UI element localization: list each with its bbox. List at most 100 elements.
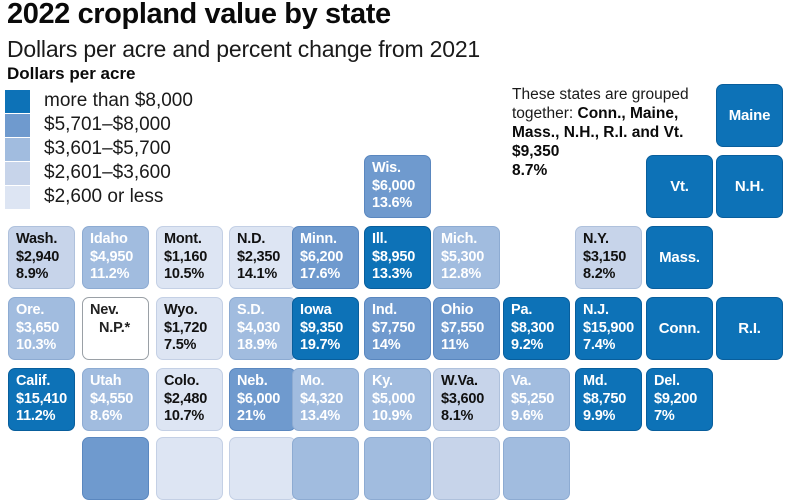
legend-label: $2,601–$3,600 [44, 162, 171, 183]
state-pct-change: 18.9% [237, 337, 278, 353]
state-value: $6,200 [300, 248, 344, 265]
state-pct-change: 11.2% [16, 408, 56, 424]
state-name: Minn. [300, 231, 337, 247]
grouped-states-value: $9,350 [512, 143, 560, 160]
state-name: Ky. [372, 373, 393, 389]
state-tile-nj: N.J. $15,900 7.4% [575, 297, 642, 360]
legend-label: $3,601–$5,700 [44, 138, 171, 159]
state-tile-mont: Mont. $1,160 10.5% [156, 226, 223, 289]
state-name: Nev. [90, 302, 119, 318]
state-tile-pa: Pa. $8,300 9.2% [503, 297, 570, 360]
state-tile-partial-col1 [82, 437, 149, 500]
state-tile-utah: Utah $4,550 8.6% [82, 368, 149, 431]
note-line-2: together: Conn., Maine, [512, 105, 679, 122]
grouped-states-note: These states are grouped together: Conn.… [512, 85, 722, 180]
state-tile-partial-col7 [503, 437, 570, 500]
state-tile-partial-col3 [229, 437, 296, 500]
state-name: Mich. [441, 231, 478, 247]
state-value: $1,720 [164, 319, 208, 336]
state-pct-change: 13.6% [372, 195, 413, 211]
state-name: N.Y. [583, 231, 609, 247]
legend-swatch [5, 161, 30, 185]
cropland-value-infographic: 2022 cropland value by state Dollars per… [5, 0, 783, 500]
state-value: $15,410 [16, 390, 68, 407]
state-pct-change: 8.1% [441, 408, 474, 424]
note-line-1: These states are grouped [512, 86, 689, 103]
state-value: $8,300 [511, 319, 555, 336]
state-tile-ky: Ky. $5,000 10.9% [364, 368, 431, 431]
state-name: Colo. [164, 373, 200, 389]
state-tile-wyo: Wyo. $1,720 7.5% [156, 297, 223, 360]
legend-row: $2,600 or less [5, 185, 193, 209]
legend-label: $5,701–$8,000 [44, 114, 171, 135]
state-name: R.I. [738, 319, 761, 337]
chart-title: 2022 cropland value by state [7, 0, 391, 30]
state-pct-change: 9.2% [511, 337, 544, 353]
state-value: $6,000 [237, 390, 281, 407]
chart-subtitle: Dollars per acre and percent change from… [7, 36, 481, 62]
state-pct-change: 17.6% [300, 266, 341, 282]
state-name: N.J. [583, 302, 609, 318]
state-tile-vt: Vt. [646, 155, 713, 218]
state-tile-neb: Neb. $6,000 21% [229, 368, 296, 431]
grouped-states-pct: 8.7% [512, 162, 548, 179]
state-pct-change: 7.5% [164, 337, 197, 353]
state-value: $4,950 [90, 248, 134, 265]
legend-swatch [5, 89, 30, 113]
state-value: $2,940 [16, 248, 60, 265]
state-tile-wis: Wis. $6,000 13.6% [364, 155, 431, 218]
state-name: Vt. [670, 177, 689, 195]
state-tile-sd: S.D. $4,030 18.9% [229, 297, 296, 360]
state-value: $15,900 [583, 319, 635, 336]
state-name: Idaho [90, 231, 128, 247]
state-pct-change: 21% [237, 408, 266, 424]
state-value: $4,550 [90, 390, 134, 407]
state-name: Ore. [16, 302, 45, 318]
state-pct-change: 11% [441, 337, 469, 353]
state-value: $9,350 [300, 319, 344, 336]
state-tile-partial-col4 [292, 437, 359, 500]
state-pct-change: 9.6% [511, 408, 544, 424]
state-tile-md: Md. $8,750 9.9% [575, 368, 642, 431]
state-value: $8,750 [583, 390, 627, 407]
state-name: Pa. [511, 302, 533, 318]
state-tile-mo: Mo. $4,320 13.4% [292, 368, 359, 431]
state-name: Calif. [16, 373, 51, 389]
state-tile-mich: Mich. $5,300 12.8% [433, 226, 500, 289]
legend-row: $3,601–$5,700 [5, 137, 193, 161]
state-tile-minn: Minn. $6,200 17.6% [292, 226, 359, 289]
state-tile-del: Del. $9,200 7% [646, 368, 713, 431]
state-name: Md. [583, 373, 608, 389]
state-name: S.D. [237, 302, 265, 318]
state-tile-ill: Ill. $8,950 13.3% [364, 226, 431, 289]
legend-row: $5,701–$8,000 [5, 113, 193, 137]
state-pct-change: 13.4% [300, 408, 341, 424]
state-value: $3,150 [583, 248, 627, 265]
state-name: Iowa [300, 302, 332, 318]
state-pct-change: 10.9% [372, 408, 413, 424]
state-pct-change: 10.5% [164, 266, 205, 282]
color-legend: Dollars per acre more than $8,000 $5,701–… [5, 64, 193, 209]
state-tile-ind: Ind. $7,750 14% [364, 297, 431, 360]
state-tile-nev: Nev. N.P.* [82, 297, 149, 360]
state-tile-wva: W.Va. $3,600 8.1% [433, 368, 500, 431]
state-value: $3,600 [441, 390, 485, 407]
state-pct-change: 12.8% [441, 266, 482, 282]
state-name: Wyo. [164, 302, 198, 318]
state-value: $3,650 [16, 319, 60, 336]
state-tile-partial-col2 [156, 437, 223, 500]
state-tile-idaho: Idaho $4,950 11.2% [82, 226, 149, 289]
legend-swatch [5, 185, 30, 209]
state-value: $2,480 [164, 390, 208, 407]
state-value: $4,030 [237, 319, 281, 336]
state-value: $7,750 [372, 319, 416, 336]
state-pct-change: 11.2% [90, 266, 130, 282]
state-pct-change: 13.3% [372, 266, 413, 282]
legend-title: Dollars per acre [7, 64, 136, 83]
state-name: Maine [728, 106, 771, 124]
state-tile-ohio: Ohio $7,550 11% [433, 297, 500, 360]
legend-row: more than $8,000 [5, 89, 193, 113]
state-name: Ill. [372, 231, 388, 247]
state-tile-mass: Mass. [646, 226, 713, 289]
state-tile-maine: Maine [716, 84, 783, 147]
